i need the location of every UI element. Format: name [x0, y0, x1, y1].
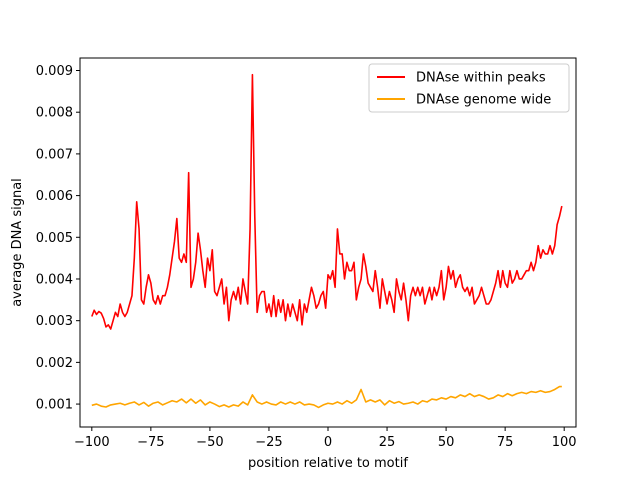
- x-tick-label: 100: [552, 435, 577, 450]
- x-tick-label: −25: [255, 435, 282, 450]
- legend-label-dnase-genome-wide: DNAse genome wide: [416, 93, 551, 108]
- y-tick-label: 0.004: [36, 272, 73, 287]
- legend-label-dnase-within-peaks: DNAse within peaks: [416, 71, 546, 86]
- y-axis: 0.001 0.002 0.003 0.004 0.005 0.006 0.007 0.008…: [36, 64, 80, 413]
- x-tick-label: −100: [74, 435, 110, 450]
- x-tick-label: 25: [379, 435, 396, 450]
- y-tick-label: 0.009: [36, 64, 73, 79]
- axes-frame: [79, 57, 577, 428]
- x-tick-label: 75: [497, 435, 514, 450]
- x-tick-label: 50: [438, 435, 455, 450]
- legend-box: [368, 63, 570, 113]
- series-layer: [91, 73, 563, 409]
- y-tick-label: 0.003: [36, 314, 73, 329]
- y-axis-title: average DNA signal: [10, 178, 25, 307]
- x-axis-title: position relative to motif: [248, 456, 408, 471]
- plot-area: [91, 73, 563, 409]
- x-axis: −100 −75 −50 −25 0 25 50 75 100: [74, 427, 577, 450]
- x-tick-label: −50: [196, 435, 223, 450]
- y-tick-label: 0.006: [36, 189, 73, 204]
- x-tick-label: −75: [137, 435, 164, 450]
- y-tick-label: 0.001: [36, 398, 73, 413]
- y-tick-label: 0.005: [36, 231, 73, 246]
- series-line-dnase-genome-wide: [91, 385, 562, 409]
- y-tick-label: 0.007: [36, 147, 73, 162]
- x-tick-label: 0: [324, 435, 332, 450]
- legend: DNAse within peaks DNAse genome wide: [368, 63, 570, 113]
- y-tick-label: 0.008: [36, 106, 73, 121]
- series-line-dnase-within-peaks: [91, 73, 563, 330]
- y-tick-label: 0.002: [36, 356, 73, 371]
